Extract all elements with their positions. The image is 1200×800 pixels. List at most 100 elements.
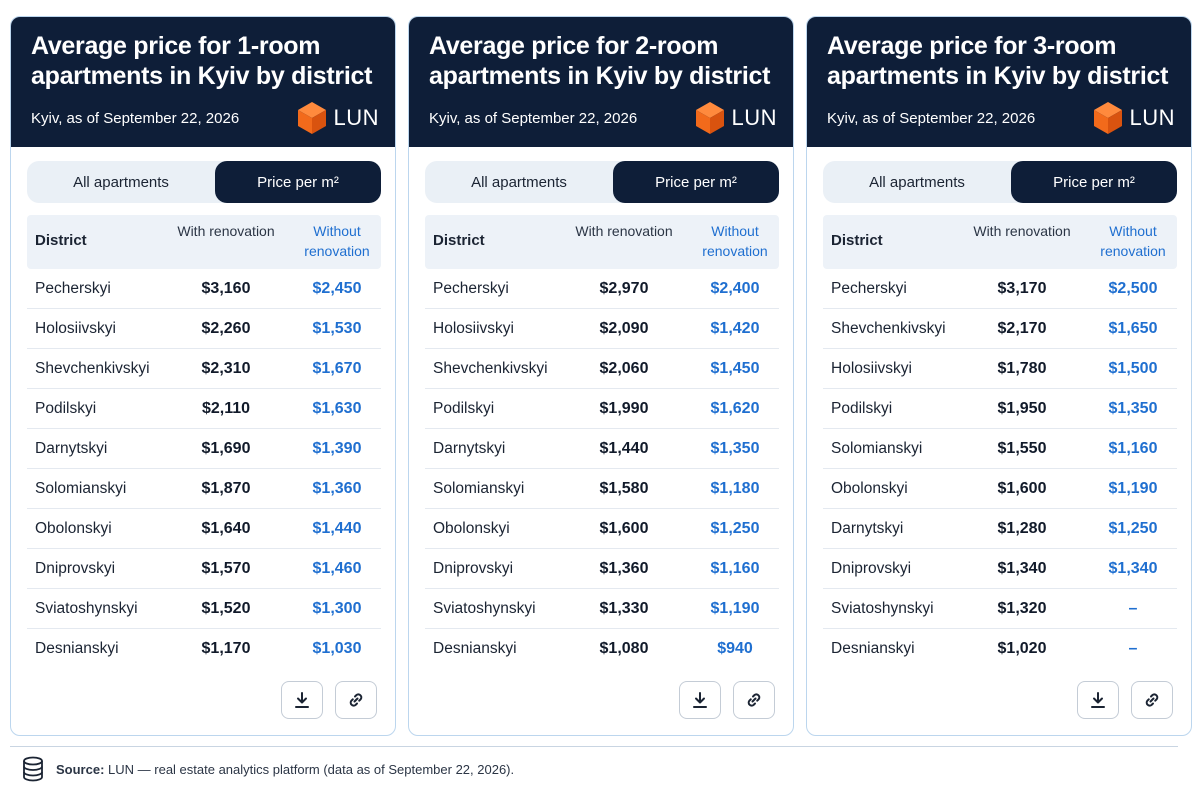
price-table: District With renovation Without renovat… (27, 215, 381, 669)
price-without-renovation: $1,650 (1108, 320, 1158, 337)
price-without-renovation: $2,400 (710, 280, 760, 297)
table-row: Sviatoshynskyi $1,330 $1,190 (425, 589, 779, 629)
brand-logo: LUN (297, 101, 379, 135)
copy-link-button[interactable] (733, 681, 775, 719)
table-row: Sviatoshynskyi $1,320 – (823, 589, 1177, 629)
table-row: Dniprovskyi $1,360 $1,160 (425, 549, 779, 589)
download-button[interactable] (1077, 681, 1119, 719)
district-name: Holosiivskyi (35, 320, 116, 337)
district-name: Dniprovskyi (35, 560, 116, 577)
table-row: Pecherskyi $2,970 $2,400 (425, 269, 779, 309)
column-header-with-renovation: With renovation (973, 223, 1071, 239)
price-with-renovation: $1,580 (599, 480, 649, 497)
price-without-renovation: $1,440 (312, 520, 362, 537)
price-without-renovation: $1,190 (1108, 480, 1158, 497)
price-with-renovation: $2,060 (599, 360, 649, 377)
toggle-all-apartments[interactable]: All apartments (471, 173, 567, 191)
database-icon (23, 756, 43, 782)
brand-name: LUN (731, 105, 777, 130)
district-name: Sviatoshynskyi (831, 600, 934, 617)
table-row: Solomianskyi $1,870 $1,360 (27, 469, 381, 509)
cube-logo-icon (1094, 102, 1123, 134)
table-row: Shevchenkivskyi $2,170 $1,650 (823, 309, 1177, 349)
price-with-renovation: $1,020 (997, 640, 1047, 657)
download-icon (693, 692, 707, 708)
price-without-renovation: $1,420 (710, 320, 760, 337)
price-with-renovation: $2,090 (599, 320, 649, 337)
panel-3-room: Average price for 3-room apartments in K… (806, 16, 1192, 736)
price-without-renovation: $1,160 (710, 560, 760, 577)
district-name: Shevchenkivskyi (35, 360, 150, 377)
price-without-renovation: $1,250 (710, 520, 760, 537)
panel-title: Average price for 1-room apartments in K… (31, 32, 373, 90)
price-without-renovation: – (1128, 600, 1138, 617)
price-with-renovation: $1,600 (599, 520, 649, 537)
table-row: Sviatoshynskyi $1,520 $1,300 (27, 589, 381, 629)
table-row: Solomianskyi $1,580 $1,180 (425, 469, 779, 509)
panel-title: Average price for 3-room apartments in K… (827, 32, 1169, 90)
district-name: Sviatoshynskyi (433, 600, 536, 617)
column-header-district: District (433, 232, 485, 249)
price-without-renovation: $1,340 (1108, 560, 1158, 577)
copy-link-button[interactable] (1131, 681, 1173, 719)
price-without-renovation: $1,190 (710, 600, 760, 617)
price-with-renovation: $1,690 (201, 440, 251, 457)
price-without-renovation: $1,620 (710, 400, 760, 417)
footer-divider (10, 746, 1178, 747)
district-name: Shevchenkivskyi (433, 360, 548, 377)
table-row: Shevchenkivskyi $2,310 $1,670 (27, 349, 381, 389)
toggle-all-apartments[interactable]: All apartments (869, 173, 965, 191)
price-without-renovation: $1,390 (312, 440, 362, 457)
price-with-renovation: $1,170 (201, 640, 251, 657)
price-with-renovation: $1,440 (599, 440, 649, 457)
price-with-renovation: $1,640 (201, 520, 251, 537)
price-without-renovation: $1,450 (710, 360, 760, 377)
toggle-price-per-m2[interactable]: Price per m² (215, 161, 381, 203)
table-row: Darnytskyi $1,440 $1,350 (425, 429, 779, 469)
price-with-renovation: $2,310 (201, 360, 251, 377)
toggle-price-per-m2[interactable]: Price per m² (1011, 161, 1177, 203)
price-with-renovation: $1,360 (599, 560, 649, 577)
brand-name: LUN (333, 105, 379, 130)
district-name: Holosiivskyi (831, 360, 912, 377)
download-icon (295, 692, 309, 708)
district-name: Desnianskyi (831, 640, 915, 657)
table-row: Desnianskyi $1,020 – (823, 629, 1177, 669)
district-name: Solomianskyi (433, 480, 525, 497)
district-name: Desnianskyi (433, 640, 517, 657)
link-icon (747, 693, 761, 707)
panel-1-room: Average price for 1-room apartments in K… (10, 16, 396, 736)
district-name: Obolonskyi (831, 480, 908, 497)
column-header-with-renovation: With renovation (575, 223, 673, 239)
price-table: District With renovation Without renovat… (823, 215, 1177, 669)
brand-logo: LUN (695, 101, 777, 135)
table-row: Podilskyi $1,950 $1,350 (823, 389, 1177, 429)
view-toggle: All apartments Price per m² (823, 161, 1177, 203)
district-name: Darnytskyi (433, 440, 506, 457)
price-with-renovation: $1,340 (997, 560, 1047, 577)
toggle-all-apartments[interactable]: All apartments (73, 173, 169, 191)
download-button[interactable] (281, 681, 323, 719)
price-without-renovation: $1,360 (312, 480, 362, 497)
table-row: Darnytskyi $1,280 $1,250 (823, 509, 1177, 549)
price-without-renovation: $1,500 (1108, 360, 1158, 377)
brand-logo: LUN (1093, 101, 1175, 135)
price-with-renovation: $1,870 (201, 480, 251, 497)
price-table: District With renovation Without renovat… (425, 215, 779, 669)
district-name: Podilskyi (35, 400, 97, 417)
toggle-price-per-m2[interactable]: Price per m² (613, 161, 779, 203)
copy-link-button[interactable] (335, 681, 377, 719)
table-header: District With renovation Without renovat… (425, 215, 779, 269)
table-row: Shevchenkivskyi $2,060 $1,450 (425, 349, 779, 389)
table-row: Desnianskyi $1,080 $940 (425, 629, 779, 669)
panel-actions (1077, 681, 1173, 719)
download-button[interactable] (679, 681, 721, 719)
table-header: District With renovation Without renovat… (823, 215, 1177, 269)
price-with-renovation: $3,160 (201, 280, 251, 297)
price-with-renovation: $2,170 (997, 320, 1047, 337)
panel-title: Average price for 2-room apartments in K… (429, 32, 771, 90)
panel-date: Kyiv, as of September 22, 2026 (31, 110, 240, 127)
price-with-renovation: $1,550 (997, 440, 1047, 457)
price-without-renovation: $1,250 (1108, 520, 1158, 537)
price-with-renovation: $1,570 (201, 560, 251, 577)
